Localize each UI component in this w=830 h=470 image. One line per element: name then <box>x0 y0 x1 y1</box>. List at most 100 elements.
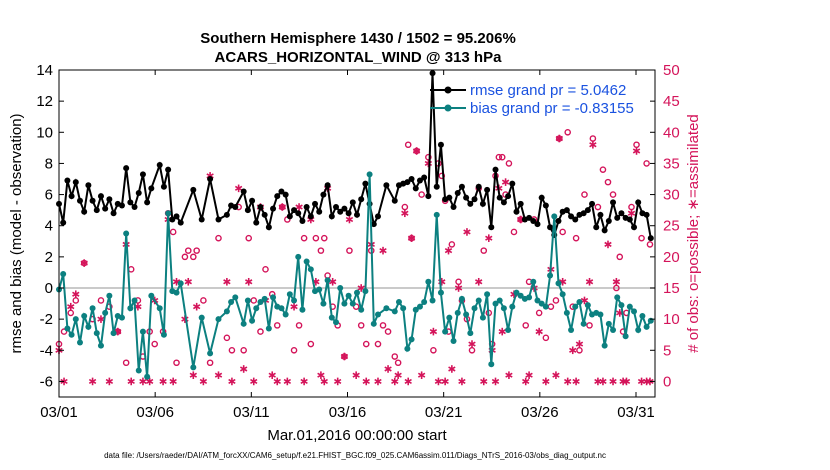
obs-possible-marker <box>379 322 387 329</box>
bias-point <box>601 342 608 349</box>
obs-possible-marker <box>200 297 207 304</box>
obs-assimilated-marker <box>394 371 402 379</box>
bias-point <box>643 323 650 330</box>
obs-possible-marker <box>307 340 315 348</box>
obs-assimilated-marker <box>609 377 617 386</box>
rmse-point <box>123 165 130 172</box>
y-axis-label-right: # of obs: o=possible; ∗=assimilated <box>685 114 702 353</box>
rmse-point <box>421 174 428 181</box>
obs-assimilated-marker <box>379 246 387 255</box>
obs-assimilated-marker <box>434 377 443 386</box>
rmse-point <box>337 208 344 215</box>
obs-possible-marker <box>122 359 130 367</box>
obs-possible-marker <box>616 253 624 261</box>
obs-assimilated-marker <box>458 377 466 386</box>
obs-possible-marker <box>391 353 399 360</box>
rmse-point <box>60 219 67 226</box>
obs-assimilated-marker <box>525 371 533 379</box>
axes: -6 -4 -2 0 2 4 6 8 10 12 14 0 5 10 15 20 25 30 35 40 45 50 03/… <box>36 62 679 421</box>
rmse-point <box>530 218 537 225</box>
obs-possible-marker <box>357 322 365 329</box>
bias-point <box>144 373 151 380</box>
bias-point <box>286 291 293 298</box>
y-right-tick-label: 15 <box>663 280 680 297</box>
obs-assimilated-marker <box>189 371 198 379</box>
obs-possible-marker <box>404 141 412 149</box>
bias-point <box>370 320 377 327</box>
obs-assimilated-marker <box>604 240 612 249</box>
bias-point <box>324 277 331 284</box>
obs-assimilated-marker <box>569 346 577 355</box>
bias-point <box>416 303 423 310</box>
bias-point <box>354 289 360 296</box>
legend-label-bias: bias grand pr = -0.83155 <box>470 100 634 117</box>
rmse-point <box>488 224 495 231</box>
rmse-point <box>618 210 625 217</box>
obs-assimilated-marker <box>228 377 236 386</box>
rmse-point <box>568 213 575 220</box>
rmse-point <box>374 213 381 220</box>
rmse-point <box>446 194 453 201</box>
rmse-point <box>72 179 79 186</box>
bias-point <box>232 294 239 301</box>
obs-possible-marker <box>438 172 446 180</box>
bias-point <box>542 303 549 310</box>
rmse-point <box>97 193 104 200</box>
rmse-point <box>169 216 176 223</box>
obs-assimilated-marker <box>498 327 506 336</box>
rmse-point <box>513 208 520 215</box>
bias-point <box>93 330 100 337</box>
obs-possible-marker <box>430 346 437 354</box>
legend: rmse grand pr = 5.0462 bias grand pr = -… <box>430 82 634 117</box>
bias-point <box>563 309 570 316</box>
obs-assimilated-marker <box>485 234 493 242</box>
rmse-point <box>240 188 247 195</box>
bias-point <box>572 303 579 310</box>
obs-possible-marker <box>599 166 607 173</box>
obs-assimilated-marker <box>572 377 580 386</box>
bias-point <box>341 300 348 307</box>
rmse-point <box>85 182 92 189</box>
obs-possible-marker <box>510 228 518 236</box>
obs-assimilated-marker <box>250 377 258 386</box>
rmse-point <box>265 224 272 231</box>
rmse-point <box>526 214 533 221</box>
rmse-point <box>282 191 289 198</box>
rmse-point <box>429 70 436 77</box>
rmse-point <box>215 216 222 223</box>
rmse-point <box>580 210 587 217</box>
bias-point <box>404 345 411 352</box>
obs-assimilated-marker <box>599 377 607 386</box>
obs-possible-marker <box>535 309 543 317</box>
obs-possible-marker <box>418 191 425 198</box>
y-right-tick-label: 10 <box>663 311 680 328</box>
rmse-point <box>278 188 285 195</box>
x-tick-label: 03/16 <box>329 404 367 421</box>
rmse-point <box>601 227 608 234</box>
obs-possible-marker <box>594 203 602 211</box>
y-right-tick-label: 30 <box>663 187 680 204</box>
rmse-point <box>324 182 331 189</box>
obs-assimilated-marker <box>627 209 636 218</box>
y-left-tick-label: 6 <box>45 187 53 204</box>
rmse-point <box>631 224 638 231</box>
rmse-point <box>165 166 172 173</box>
obs-assimilated-marker <box>424 159 433 168</box>
rmse-point <box>479 200 486 207</box>
obs-assimilated-marker <box>334 377 342 386</box>
rmse-point <box>156 161 163 168</box>
obs-assimilated-marker <box>145 377 154 386</box>
obs-assimilated-marker <box>320 377 328 386</box>
obs-possible-marker <box>223 334 231 342</box>
rmse-point <box>118 202 125 209</box>
rmse-point <box>144 199 151 206</box>
obs-possible-marker <box>295 322 303 329</box>
bias-point <box>282 311 289 318</box>
bias-point <box>127 305 134 312</box>
obs-assimilated-marker <box>522 377 530 386</box>
obs-assimilated-marker <box>454 284 463 292</box>
y-left-tick-label: 8 <box>45 155 53 172</box>
rmse-point <box>198 216 205 223</box>
obs-possible-marker <box>581 191 588 198</box>
rmse-point <box>463 194 470 201</box>
